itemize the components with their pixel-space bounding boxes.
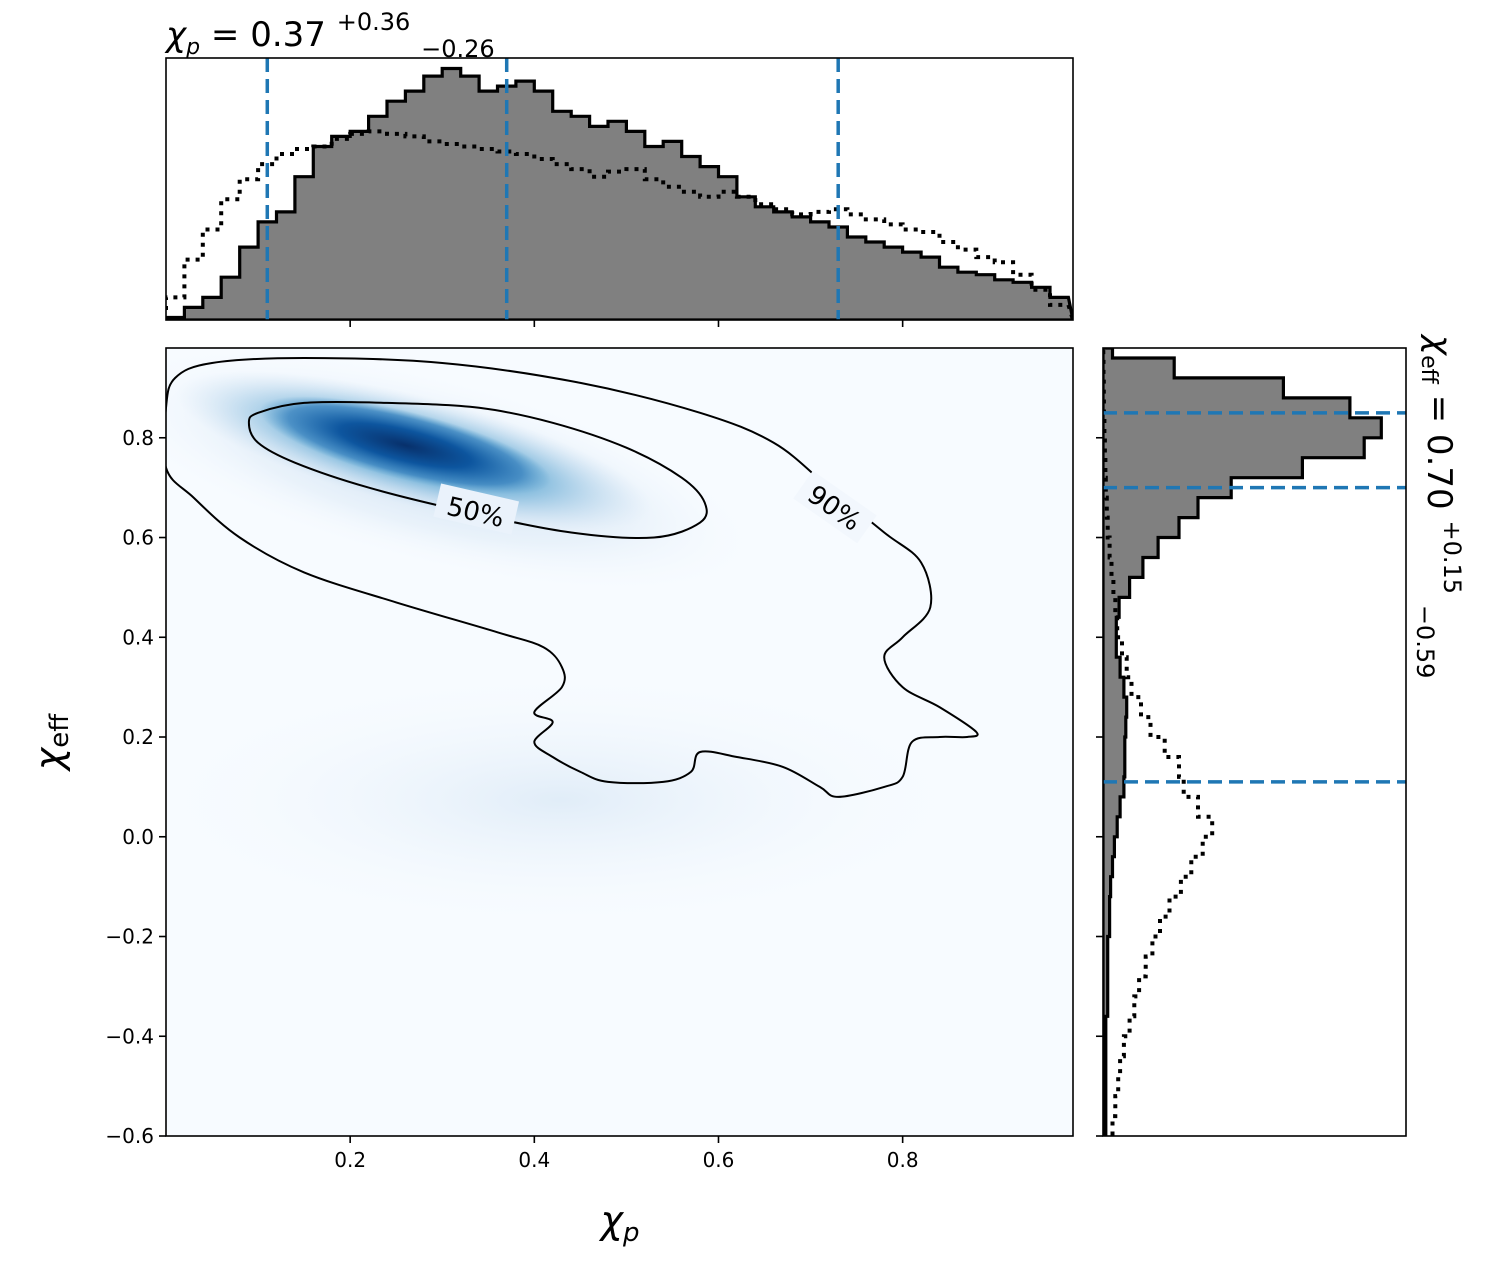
marginal-x-ticks — [349, 320, 904, 327]
x-axis-label: χp — [598, 1198, 639, 1248]
marginal-y-title: χeff = 0.70 +0.15 −0.59 — [1411, 333, 1475, 678]
contour-50-percent — [247, 400, 708, 540]
marginal-y-ticks — [1096, 436, 1103, 1137]
marginal-x-panel: χp = 0.37 +0.36 −0.26 — [164, 0, 1074, 327]
contour-50-label-bg — [433, 483, 520, 535]
marginal-x-frame — [165, 57, 1074, 321]
marginal-y-posterior-histogram — [1103, 348, 1383, 1136]
contour-90-percent — [166, 356, 979, 798]
marginal-y-panel: χeff = 0.70 +0.15 −0.59 — [1096, 333, 1475, 1137]
marginal-x-title: χp = 0.37 +0.36 −0.26 — [164, 0, 495, 63]
joint-x-ticks: 0.2 0.4 0.6 0.8 — [334, 1136, 919, 1172]
y-tick-label: 0.8 — [122, 426, 154, 450]
y-tick-label: 0.4 — [122, 625, 154, 649]
marginal-x-quantile-lines — [265, 58, 840, 320]
y-tick-label: −0.4 — [105, 1024, 154, 1048]
joint-y-ticks: −0.6 −0.4 −0.2 0.0 0.2 0.4 0.6 0.8 — [105, 426, 166, 1148]
density-heatmap — [166, 348, 980, 930]
marginal-x-posterior-histogram — [166, 66, 1073, 320]
x-tick-label: 0.8 — [887, 1148, 919, 1172]
x-tick-label: 0.6 — [703, 1148, 735, 1172]
y-tick-label: −0.2 — [105, 925, 154, 949]
marginal-y-frame — [1102, 347, 1407, 1137]
x-tick-label: 0.2 — [334, 1148, 366, 1172]
marginal-y-quantile-lines — [1103, 411, 1406, 784]
y-tick-label: 0.6 — [122, 526, 154, 550]
y-tick-label: −0.6 — [105, 1124, 154, 1148]
contour-90-label-bg — [793, 470, 877, 544]
density-tail-low — [166, 670, 980, 930]
joint-density-panel: 50% 90% 0.2 0.4 0.6 0.8 −0.6−0.4−0.20.00.20… — [27, 347, 1074, 1248]
marginal-y-prior-histogram — [1103, 348, 1215, 1136]
y-tick-label: 0.0 — [122, 825, 154, 849]
y-tick-label: 0.2 — [122, 725, 154, 749]
x-tick-label: 0.4 — [518, 1148, 550, 1172]
joint-frame — [165, 347, 1074, 1137]
y-axis-label: χeff — [27, 713, 75, 772]
marginal-x-prior-histogram — [166, 129, 1073, 320]
density-core — [259, 396, 552, 495]
